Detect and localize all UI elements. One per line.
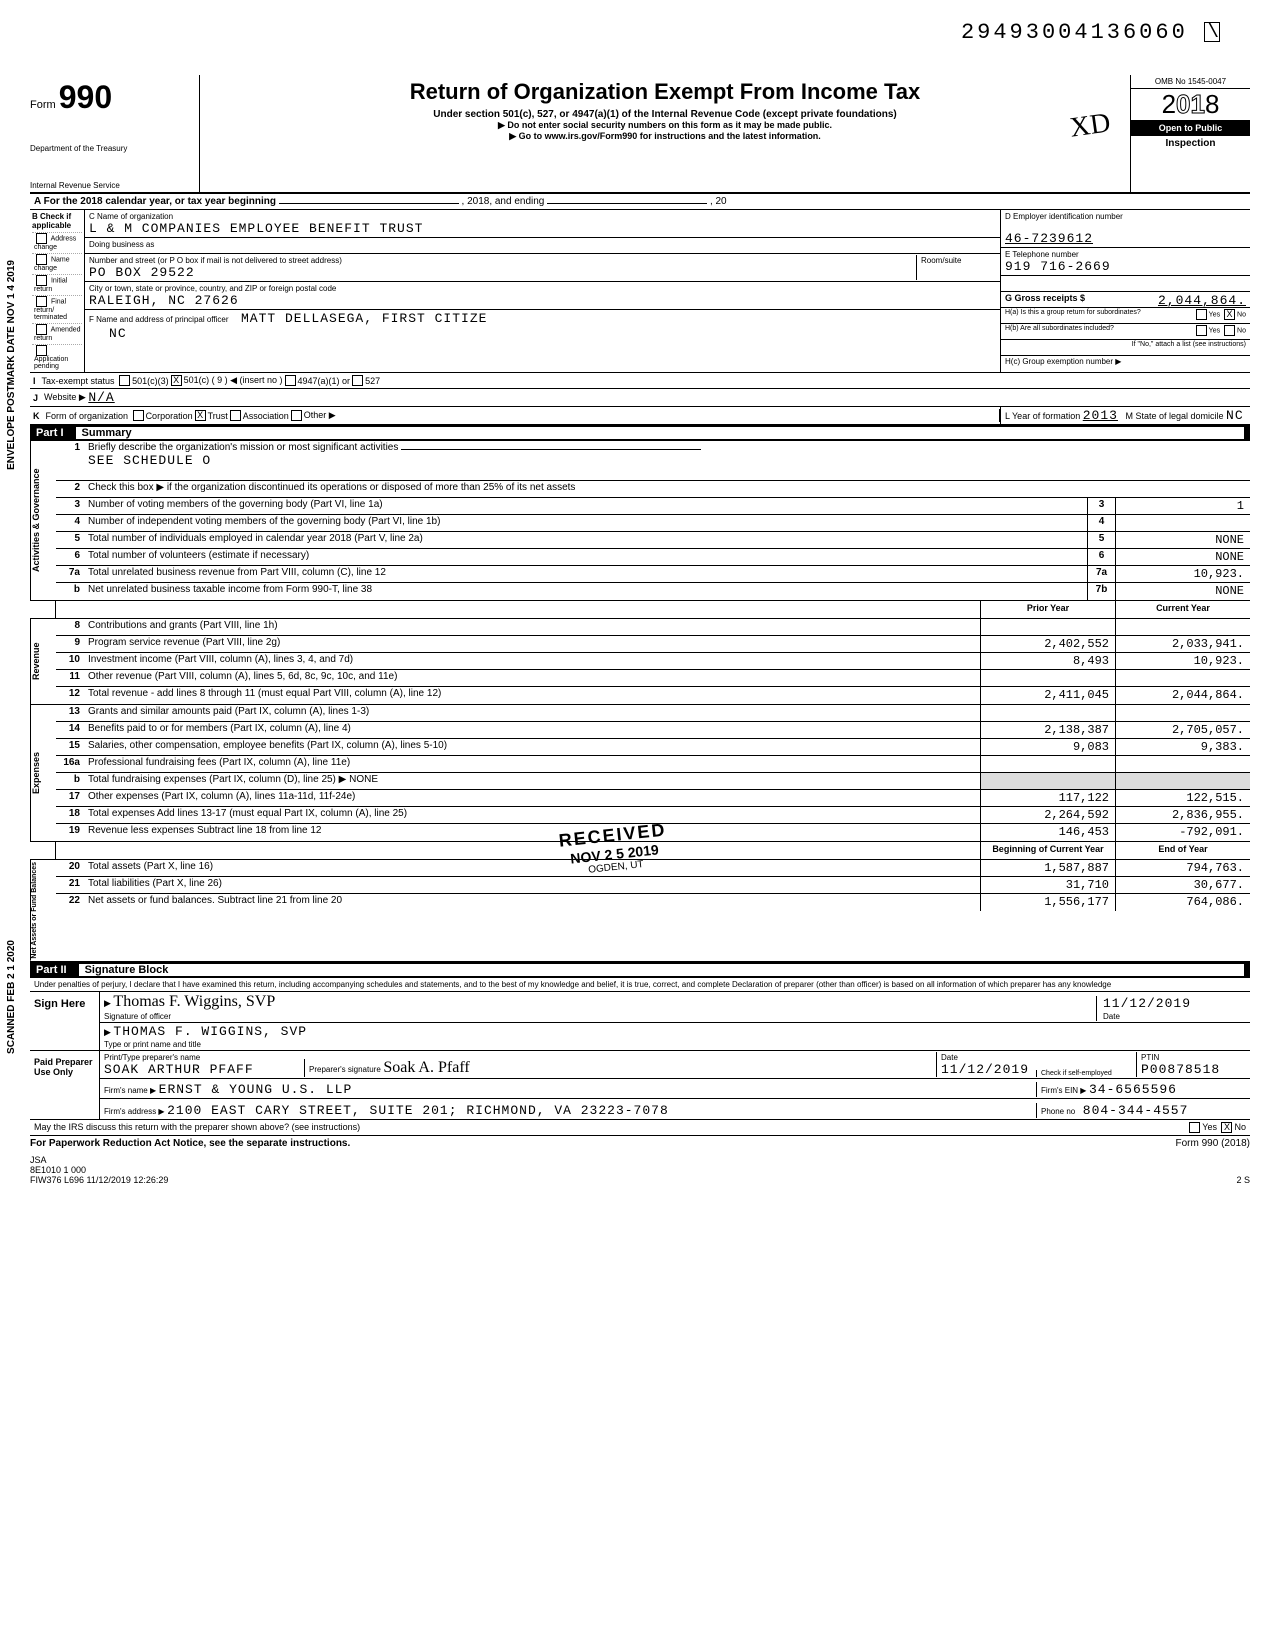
document-id: 29493004136060 \ [30,20,1250,45]
sign-date: 11/12/2019 [1103,996,1191,1011]
table-cell: 2,033,941. [1115,636,1250,652]
table-cell: 9,083 [980,739,1115,755]
table-cell: 2,264,592 [980,807,1115,823]
ein: 46-7239612 [1005,231,1093,246]
table-cell: 31,710 [980,877,1115,893]
postmark-stamp: ENVELOPE POSTMARK DATE NOV 1 4 2019 [6,260,17,470]
table-cell: 2,044,864. [1115,687,1250,704]
volunteers-count: NONE [1115,549,1250,565]
street-address: PO BOX 29522 [89,265,195,280]
form-number: Form 990 [30,79,193,116]
employees-count: NONE [1115,532,1250,548]
scanned-stamp: SCANNED FEB 2 1 2020 [6,940,17,1054]
table-cell: 2,836,955. [1115,807,1250,823]
ptin: P00878518 [1141,1062,1220,1077]
line-a-tax-year: A For the 2018 calendar year, or tax yea… [30,194,1250,210]
principal-officer: MATT DELLASEGA, FIRST CITIZE [241,311,487,326]
table-cell: 10,923. [1115,653,1250,669]
signature-block: Under penalties of perjury, I declare th… [30,978,1250,1136]
voting-members: 1 [1115,498,1250,514]
initials-signature: XD [1068,107,1113,144]
city-state-zip: RALEIGH, NC 27626 [89,293,239,308]
firm-name: ERNST & YOUNG U.S. LLP [159,1082,353,1097]
perjury-statement: Under penalties of perjury, I declare th… [30,978,1250,992]
table-cell: 117,122 [980,790,1115,806]
table-cell [980,773,1115,789]
table-cell: 2,411,045 [980,687,1115,704]
prior-year-header: Prior Year [980,601,1115,618]
irs-label: Internal Revenue Service [30,181,193,190]
table-cell [980,756,1115,772]
form-subtitle: Under section 501(c), 527, or 4947(a)(1)… [208,109,1122,120]
dept-treasury: Department of the Treasury [30,144,193,153]
section-bcd: B Check if applicable Address change Nam… [30,210,1250,373]
year-formation: 2013 [1083,408,1118,423]
table-cell [1115,670,1250,686]
firm-ein: 34-6565596 [1089,1082,1177,1097]
net-assets-section: Net Assets or Fund Balances 20Total asse… [30,860,1250,962]
inspection-label: Inspection [1131,136,1250,151]
table-cell: 1,587,887 [980,860,1115,876]
mission-text: SEE SCHEDULE O [88,453,211,468]
preparer-signature: Soak A. Pfaff [383,1059,469,1076]
table-cell: 2,402,552 [980,636,1115,652]
instructions-link: ▶ Go to www.irs.gov/Form990 for instruct… [208,131,1122,142]
ssn-warning: ▶ Do not enter social security numbers o… [208,120,1122,131]
part-ii-header: Part IISignature Block [30,962,1250,978]
revenue-section: Revenue 8Contributions and grants (Part … [30,619,1250,705]
table-cell: -792,091. [1115,824,1250,841]
firm-address: 2100 EAST CARY STREET, SUITE 201; RICHMO… [167,1103,669,1118]
table-cell [1115,773,1250,789]
column-d-ein-phone: D Employer identification number46-72396… [1000,210,1250,372]
form-title: Return of Organization Exempt From Incom… [208,79,1122,105]
state-domicile: NC [1226,408,1244,423]
table-cell [1115,619,1250,635]
omb-number: OMB No 1545-0047 [1131,75,1250,89]
table-cell: 30,677. [1115,877,1250,893]
preparer-date: 11/12/2019 [941,1062,1029,1077]
lines-ijk: I Tax-exempt status 501(c)(3) X501(c) ( … [30,373,1250,425]
table-cell [1115,705,1250,721]
page-footer: For Paperwork Reduction Act Notice, see … [30,1136,1250,1149]
table-cell: 122,515. [1115,790,1250,806]
table-cell: 2,138,387 [980,722,1115,738]
table-cell: 1,556,177 [980,894,1115,911]
table-cell: 146,453 [980,824,1115,841]
part-i-header: Part ISummary [30,425,1250,441]
governance-section: Activities & Governance 1Briefly describ… [30,441,1250,601]
table-cell [980,705,1115,721]
gross-receipts: 2,044,864. [1158,293,1246,308]
column-c-org-info: C Name of organizationL & M COMPANIES EM… [85,210,1000,372]
table-cell [980,619,1115,635]
table-cell: 9,383. [1115,739,1250,755]
officer-signature: Thomas F. Wiggins, SVP [113,993,275,1010]
expenses-section: Expenses 13Grants and similar amounts pa… [30,705,1250,842]
open-to-public: Open to Public [1131,121,1250,136]
table-cell: 764,086. [1115,894,1250,911]
current-year-header: Current Year [1115,601,1250,618]
table-cell: 2,705,057. [1115,722,1250,738]
table-cell: 8,493 [980,653,1115,669]
officer-printed-name: THOMAS F. WIGGINS, SVP [113,1024,307,1039]
preparer-name: SOAK ARTHUR PFAFF [104,1062,254,1077]
phone: 919 716-2669 [1005,259,1111,274]
table-cell [1115,756,1250,772]
table-cell [980,670,1115,686]
discuss-question: May the IRS discuss this return with the… [34,1122,1187,1133]
website: N/A [88,390,114,405]
jsa-footer: JSA 8E1010 1 000 FIW376 L696 11/12/2019 … [30,1155,1250,1185]
table-cell: 794,763. [1115,860,1250,876]
firm-phone: 804-344-4557 [1083,1103,1189,1118]
form-header: Form 990 Department of the Treasury Inte… [30,75,1250,194]
tax-year: 2018 [1131,89,1250,121]
column-b-checkboxes: B Check if applicable Address change Nam… [30,210,85,372]
org-name: L & M COMPANIES EMPLOYEE BENEFIT TRUST [89,221,423,236]
